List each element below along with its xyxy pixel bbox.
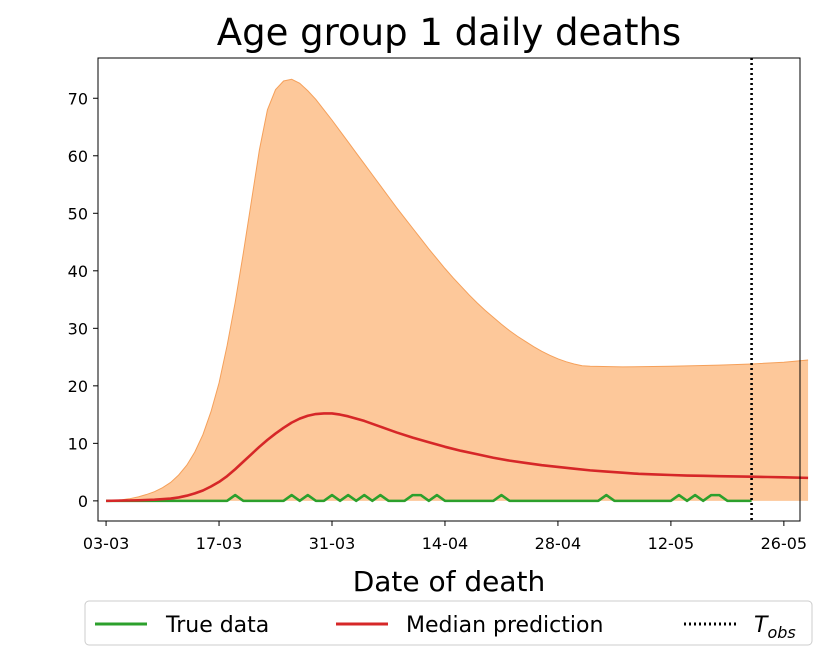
- x-tick-label: 14-04: [422, 534, 469, 553]
- y-axis: 0 10 20 30 40 50 60 70: [68, 89, 98, 511]
- x-axis: 03-03 17-03 31-03 14-04 28-04 12-05 26-05: [83, 521, 807, 553]
- y-tick-label: 10: [68, 434, 88, 453]
- x-axis-label: Date of death: [353, 565, 546, 598]
- y-tick-label: 20: [68, 377, 88, 396]
- y-tick-label: 50: [68, 204, 88, 223]
- legend-box: [84, 600, 813, 646]
- chart-title: Age group 1 daily deaths: [217, 11, 681, 54]
- plot-area: [106, 58, 809, 521]
- x-tick-label: 31-03: [309, 534, 356, 553]
- y-tick-label: 70: [68, 89, 88, 108]
- legend-tobs-label: Tobs: [754, 613, 796, 642]
- x-tick-label: 26-05: [761, 534, 808, 553]
- legend-true-data-label: True data: [165, 613, 269, 638]
- axes-frame: [97, 57, 801, 522]
- x-tick-label: 28-04: [535, 534, 582, 553]
- series-layer: [106, 412, 809, 503]
- y-tick-label: 30: [68, 319, 88, 338]
- y-tick-label: 40: [68, 262, 88, 281]
- prediction-band-upper-edge: [106, 78, 809, 502]
- series-line-median-prediction: [106, 412, 809, 503]
- x-tick-label: 03-03: [83, 534, 130, 553]
- legend-median-label: Median prediction: [406, 613, 603, 638]
- x-tick-label: 17-03: [196, 534, 243, 553]
- y-tick-label: 60: [68, 147, 88, 166]
- prediction-band: [106, 79, 809, 501]
- legend: True data Median prediction Tobs: [84, 600, 813, 646]
- series-line-true-data: [106, 493, 752, 503]
- x-tick-label: 12-05: [648, 534, 695, 553]
- y-tick-label: 0: [78, 492, 88, 511]
